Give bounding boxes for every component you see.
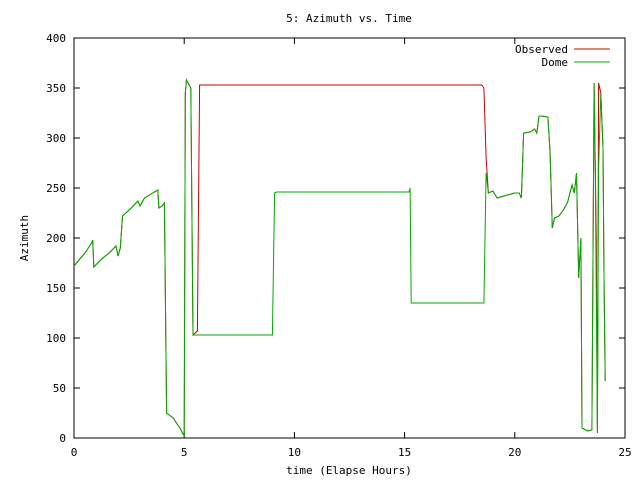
chart-title: 5: Azimuth vs. Time	[286, 12, 412, 25]
x-tick-label: 5	[181, 446, 188, 459]
x-tick-label: 20	[508, 446, 521, 459]
y-tick-label: 300	[46, 132, 66, 145]
y-tick-label: 250	[46, 182, 66, 195]
series-line-observed	[73, 78, 606, 438]
legend-label-observed: Observed	[515, 43, 568, 56]
y-tick-label: 50	[53, 382, 66, 395]
series-line-dome	[73, 78, 606, 438]
y-axis-label: Azimuth	[18, 215, 31, 261]
y-tick-label: 0	[59, 432, 66, 445]
y-tick-label: 350	[46, 82, 66, 95]
y-tick-label: 200	[46, 232, 66, 245]
plot-frame	[73, 37, 626, 439]
legend-label-dome: Dome	[542, 56, 569, 69]
x-tick-label: 15	[398, 446, 411, 459]
x-tick-label: 10	[288, 446, 301, 459]
y-tick-label: 400	[46, 32, 66, 45]
x-tick-label: 25	[618, 446, 631, 459]
x-axis-label: time (Elapse Hours)	[286, 464, 412, 477]
y-tick-label: 150	[46, 282, 66, 295]
x-tick-label: 0	[71, 446, 78, 459]
y-tick-label: 100	[46, 332, 66, 345]
